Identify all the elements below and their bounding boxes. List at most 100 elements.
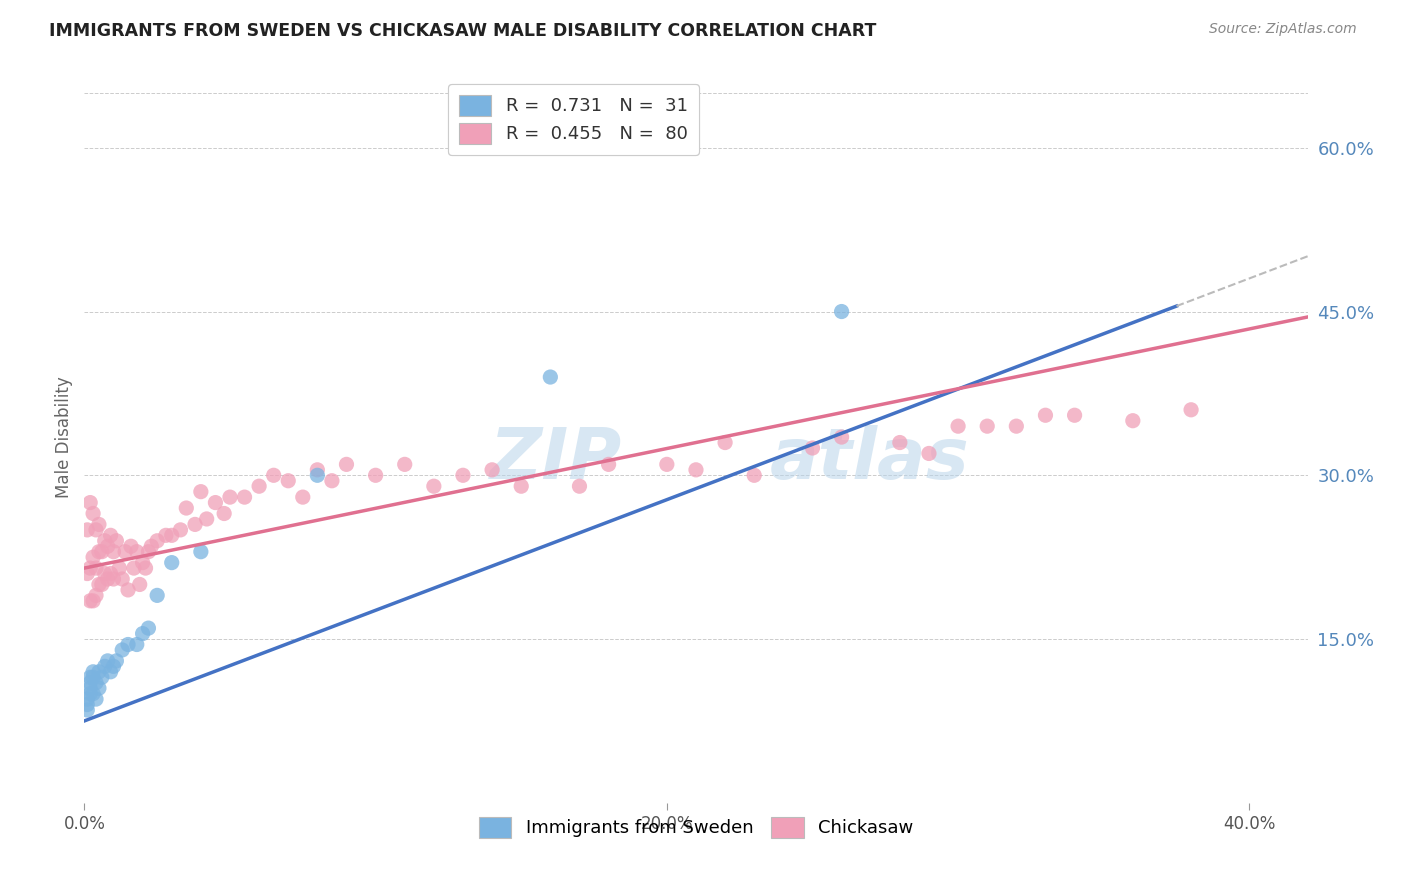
- Text: Source: ZipAtlas.com: Source: ZipAtlas.com: [1209, 22, 1357, 37]
- Point: [831, 304, 853, 318]
- Point: [598, 458, 620, 472]
- Point: [82, 665, 104, 679]
- Point: [100, 665, 122, 679]
- Point: [87, 665, 110, 679]
- Point: [160, 556, 183, 570]
- Legend: Immigrants from Sweden, Chickasaw: Immigrants from Sweden, Chickasaw: [471, 810, 921, 845]
- Point: [1063, 409, 1085, 423]
- Point: [93, 566, 115, 581]
- Point: [321, 474, 343, 488]
- Point: [190, 545, 212, 559]
- Point: [87, 681, 110, 695]
- Point: [1180, 402, 1202, 417]
- Point: [90, 577, 112, 591]
- Point: [117, 582, 139, 597]
- Point: [481, 463, 503, 477]
- Point: [538, 370, 561, 384]
- Y-axis label: Male Disability: Male Disability: [55, 376, 73, 498]
- Point: [742, 468, 765, 483]
- Point: [97, 539, 120, 553]
- Point: [277, 474, 299, 488]
- Point: [1005, 419, 1028, 434]
- Point: [160, 528, 183, 542]
- Point: [90, 545, 112, 559]
- Point: [117, 638, 139, 652]
- Point: [976, 419, 998, 434]
- Point: [195, 512, 218, 526]
- Point: [451, 468, 474, 483]
- Point: [79, 687, 101, 701]
- Point: [291, 490, 314, 504]
- Point: [190, 484, 212, 499]
- Point: [82, 594, 104, 608]
- Point: [79, 681, 101, 695]
- Text: ZIP: ZIP: [491, 425, 623, 493]
- Point: [131, 626, 153, 640]
- Point: [82, 550, 104, 565]
- Point: [169, 523, 191, 537]
- Point: [263, 468, 285, 483]
- Point: [1122, 414, 1144, 428]
- Point: [946, 419, 969, 434]
- Point: [125, 638, 148, 652]
- Point: [79, 561, 101, 575]
- Point: [84, 692, 107, 706]
- Point: [103, 572, 125, 586]
- Point: [184, 517, 207, 532]
- Point: [120, 539, 142, 553]
- Point: [135, 561, 157, 575]
- Point: [111, 643, 134, 657]
- Point: [212, 507, 235, 521]
- Point: [87, 517, 110, 532]
- Point: [111, 572, 134, 586]
- Point: [655, 458, 678, 472]
- Point: [93, 659, 115, 673]
- Point: [1035, 409, 1057, 423]
- Point: [87, 545, 110, 559]
- Point: [233, 490, 256, 504]
- Point: [141, 539, 163, 553]
- Point: [84, 561, 107, 575]
- Point: [510, 479, 533, 493]
- Point: [90, 670, 112, 684]
- Point: [889, 435, 911, 450]
- Point: [82, 507, 104, 521]
- Text: atlas: atlas: [769, 425, 969, 493]
- Point: [76, 566, 98, 581]
- Point: [84, 523, 107, 537]
- Point: [84, 675, 107, 690]
- Point: [335, 458, 357, 472]
- Point: [128, 577, 150, 591]
- Point: [131, 556, 153, 570]
- Point: [100, 566, 122, 581]
- Point: [103, 545, 125, 559]
- Text: IMMIGRANTS FROM SWEDEN VS CHICKASAW MALE DISABILITY CORRELATION CHART: IMMIGRANTS FROM SWEDEN VS CHICKASAW MALE…: [49, 22, 876, 40]
- Point: [76, 523, 98, 537]
- Point: [82, 687, 104, 701]
- Point: [105, 533, 128, 548]
- Point: [146, 533, 169, 548]
- Point: [97, 654, 120, 668]
- Point: [685, 463, 707, 477]
- Point: [76, 703, 98, 717]
- Point: [122, 561, 145, 575]
- Point: [76, 698, 98, 712]
- Point: [93, 533, 115, 548]
- Point: [79, 594, 101, 608]
- Point: [76, 692, 98, 706]
- Point: [204, 495, 226, 509]
- Point: [87, 577, 110, 591]
- Point: [714, 435, 737, 450]
- Point: [307, 463, 329, 477]
- Point: [801, 441, 824, 455]
- Point: [103, 659, 125, 673]
- Point: [84, 588, 107, 602]
- Point: [364, 468, 387, 483]
- Point: [155, 528, 177, 542]
- Point: [831, 430, 853, 444]
- Point: [307, 468, 329, 483]
- Point: [79, 670, 101, 684]
- Point: [918, 446, 941, 460]
- Point: [247, 479, 270, 493]
- Point: [138, 545, 160, 559]
